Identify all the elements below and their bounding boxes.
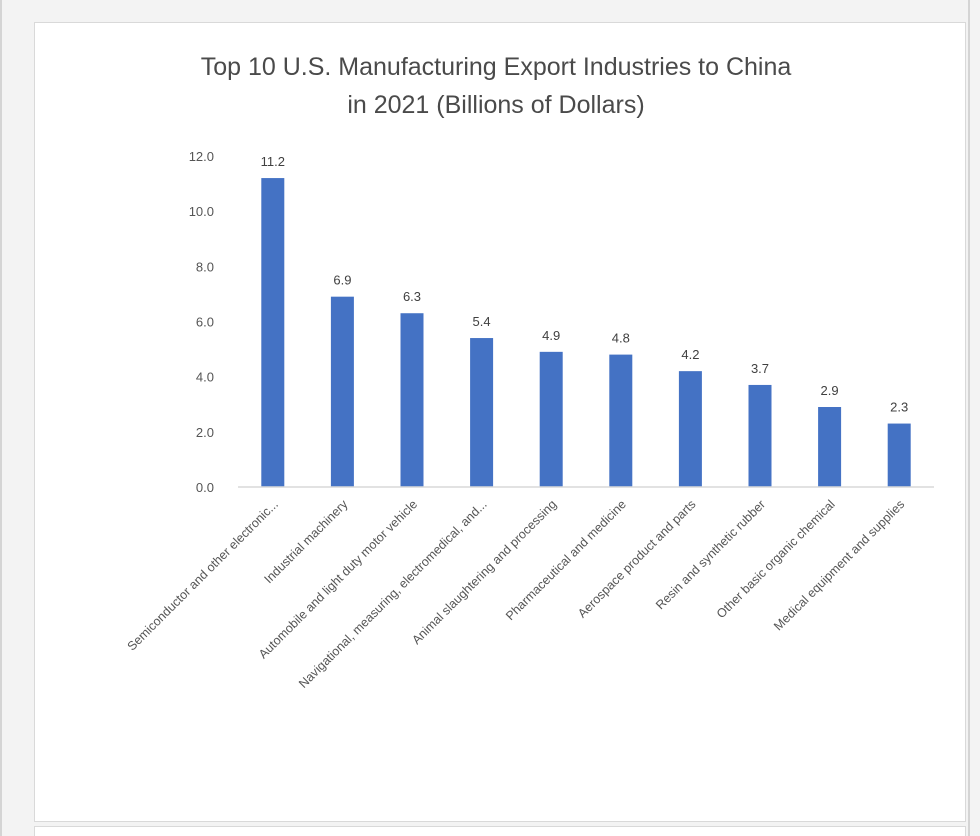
data-label: 2.3 bbox=[890, 400, 908, 415]
x-axis: Semiconductor and other electronic...Ind… bbox=[125, 486, 934, 691]
window-border-left bbox=[0, 0, 2, 836]
bar bbox=[887, 423, 911, 487]
data-label: 5.4 bbox=[473, 314, 491, 329]
bar bbox=[330, 296, 354, 487]
chart-frame bbox=[34, 22, 966, 822]
y-tick-label: 0.0 bbox=[196, 480, 214, 495]
y-axis: 0.0 2.0 4.0 6.0 8.0 10.0 12.0 bbox=[189, 149, 214, 495]
bar bbox=[539, 351, 563, 487]
bars bbox=[261, 178, 911, 488]
x-tick-label: Other basic organic chemical bbox=[714, 497, 838, 621]
bar bbox=[609, 354, 633, 487]
data-label: 2.9 bbox=[821, 383, 839, 398]
bar bbox=[818, 407, 842, 487]
data-label: 6.9 bbox=[333, 273, 351, 288]
data-label: 4.8 bbox=[612, 331, 630, 346]
next-panel-edge bbox=[34, 826, 966, 836]
data-label: 6.3 bbox=[403, 289, 421, 304]
chart-title-line-2: in 2021 (Billions of Dollars) bbox=[347, 91, 644, 119]
x-tick-label: Semiconductor and other electronic... bbox=[125, 497, 281, 653]
bar bbox=[470, 338, 494, 487]
data-label: 11.2 bbox=[261, 154, 285, 169]
x-tick-label: Pharmaceutical and medicine bbox=[503, 497, 629, 623]
x-tick-label: Animal slaughtering and processing bbox=[409, 497, 559, 647]
data-labels: 11.2 6.9 6.3 5.4 4.9 4.8 4.2 3.7 2.9 2.3 bbox=[261, 154, 909, 414]
x-tick-label: Automobile and light duty motor vehicle bbox=[256, 497, 420, 661]
y-tick-label: 10.0 bbox=[189, 204, 214, 219]
bar bbox=[261, 178, 285, 488]
y-tick-label: 8.0 bbox=[196, 259, 214, 274]
bar bbox=[678, 371, 702, 487]
chart-title-line-1: Top 10 U.S. Manufacturing Export Industr… bbox=[201, 53, 792, 81]
x-tick-label: Aerospace product and parts bbox=[575, 497, 698, 620]
bar bbox=[748, 384, 772, 487]
y-tick-label: 4.0 bbox=[196, 370, 214, 385]
y-tick-label: 6.0 bbox=[196, 315, 214, 330]
y-tick-label: 2.0 bbox=[196, 425, 214, 440]
x-tick-label: Medical equipment and supplies bbox=[771, 497, 907, 633]
y-tick-label: 12.0 bbox=[189, 149, 214, 164]
data-label: 4.9 bbox=[542, 328, 560, 343]
data-label: 3.7 bbox=[751, 361, 769, 376]
window-border-right bbox=[968, 0, 970, 836]
data-label: 4.2 bbox=[681, 347, 699, 362]
bar bbox=[400, 313, 424, 487]
